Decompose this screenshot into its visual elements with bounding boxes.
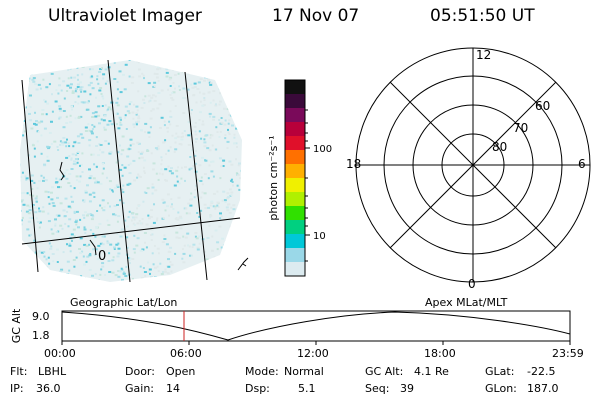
mode-label: Mode:: [245, 365, 279, 378]
color-scale-segment: [285, 234, 305, 249]
color-scale-segment: [285, 122, 305, 137]
color-scale-segment: [285, 248, 305, 263]
polar-plot: [355, 47, 591, 283]
mode-value: Normal: [284, 365, 324, 378]
coastline: [89, 239, 97, 256]
color-scale-ticks: [305, 109, 310, 262]
altitude-timeline-frame: [61, 310, 571, 342]
color-scale-bar: [285, 80, 305, 277]
color-scale-segment: [285, 220, 305, 235]
color-scale-segment: [285, 262, 305, 277]
color-scale-segment: [285, 150, 305, 165]
y-tick-min: 1.8: [32, 329, 50, 342]
glat-label: GLat:: [485, 365, 515, 378]
coastline: [237, 257, 249, 271]
color-scale-segment: [285, 206, 305, 221]
instrument-title: Ultraviolet Imager: [48, 6, 202, 26]
geo-grid-lines: [21, 59, 249, 283]
mlt-label-6: 6: [578, 157, 586, 171]
timeline-ticks: [61, 341, 571, 345]
color-scale-tick-10: 10: [313, 231, 326, 242]
ip-value: 36.0: [36, 382, 61, 395]
color-scale-segment: [285, 108, 305, 123]
seq-label: Seq:: [365, 382, 390, 395]
geo-panel-caption: Geographic Lat/Lon: [70, 296, 178, 309]
color-scale-segment: [285, 136, 305, 151]
date-label: 17 Nov 07: [272, 6, 360, 26]
glon-value: 187.0: [527, 382, 559, 395]
y-tick-max: 9.0: [32, 310, 50, 323]
gain-label: Gain:: [125, 382, 154, 395]
dsp-label: Dsp:: [245, 382, 270, 395]
lat-label-60: 60: [535, 99, 550, 113]
longitude-line: [21, 79, 39, 273]
color-scale-unit-label: photon cm⁻²s⁻¹: [267, 135, 280, 220]
gain-value: 14: [166, 382, 180, 395]
longitude-line: [107, 59, 131, 283]
uv-image-disk: [20, 60, 242, 282]
filter-label: Flt:: [10, 365, 28, 378]
time-label: 05:51:50 UT: [430, 6, 535, 26]
x-tick-0000: 00:00: [44, 347, 76, 360]
door-value: Open: [166, 365, 196, 378]
color-scale-segment: [285, 80, 305, 95]
glat-value: -22.5: [527, 365, 556, 378]
coastline: [59, 161, 65, 181]
color-scale-tick-100: 100: [313, 144, 332, 155]
mlt-label-12: 12: [476, 48, 491, 62]
gc-alt-label: GC Alt:: [365, 365, 404, 378]
polar-panel-caption: Apex MLat/MLT: [425, 296, 508, 309]
mlt-label-18: 18: [346, 157, 361, 171]
filter-value: LBHL: [38, 365, 67, 378]
x-tick-1800: 18:00: [424, 347, 456, 360]
longitude-line: [184, 71, 208, 281]
color-scale-segment: [285, 192, 305, 207]
color-scale-segment: [285, 164, 305, 179]
color-scale-segment: [285, 178, 305, 193]
lat-label-80: 80: [492, 140, 507, 154]
x-tick-1200: 12:00: [297, 347, 329, 360]
latitude-line: [21, 217, 241, 245]
color-scale-segment: [285, 94, 305, 109]
x-tick-0600: 06:00: [170, 347, 202, 360]
timeline-y-title: GC Alt: [10, 308, 23, 343]
mlt-label-0: 0: [468, 277, 476, 291]
seq-value: 39: [400, 382, 414, 395]
door-label: Door:: [125, 365, 155, 378]
gc-alt-value: 4.1 Re: [414, 365, 449, 378]
altitude-curve: [61, 311, 571, 341]
polar-diagonal: [389, 81, 557, 249]
lat-label-70: 70: [513, 121, 528, 135]
glon-label: GLon:: [485, 382, 517, 395]
geo-zero-label: 0: [98, 249, 106, 264]
x-tick-2359: 23:59: [552, 347, 584, 360]
dsp-value: 5.1: [298, 382, 316, 395]
ip-label: IP:: [10, 382, 24, 395]
